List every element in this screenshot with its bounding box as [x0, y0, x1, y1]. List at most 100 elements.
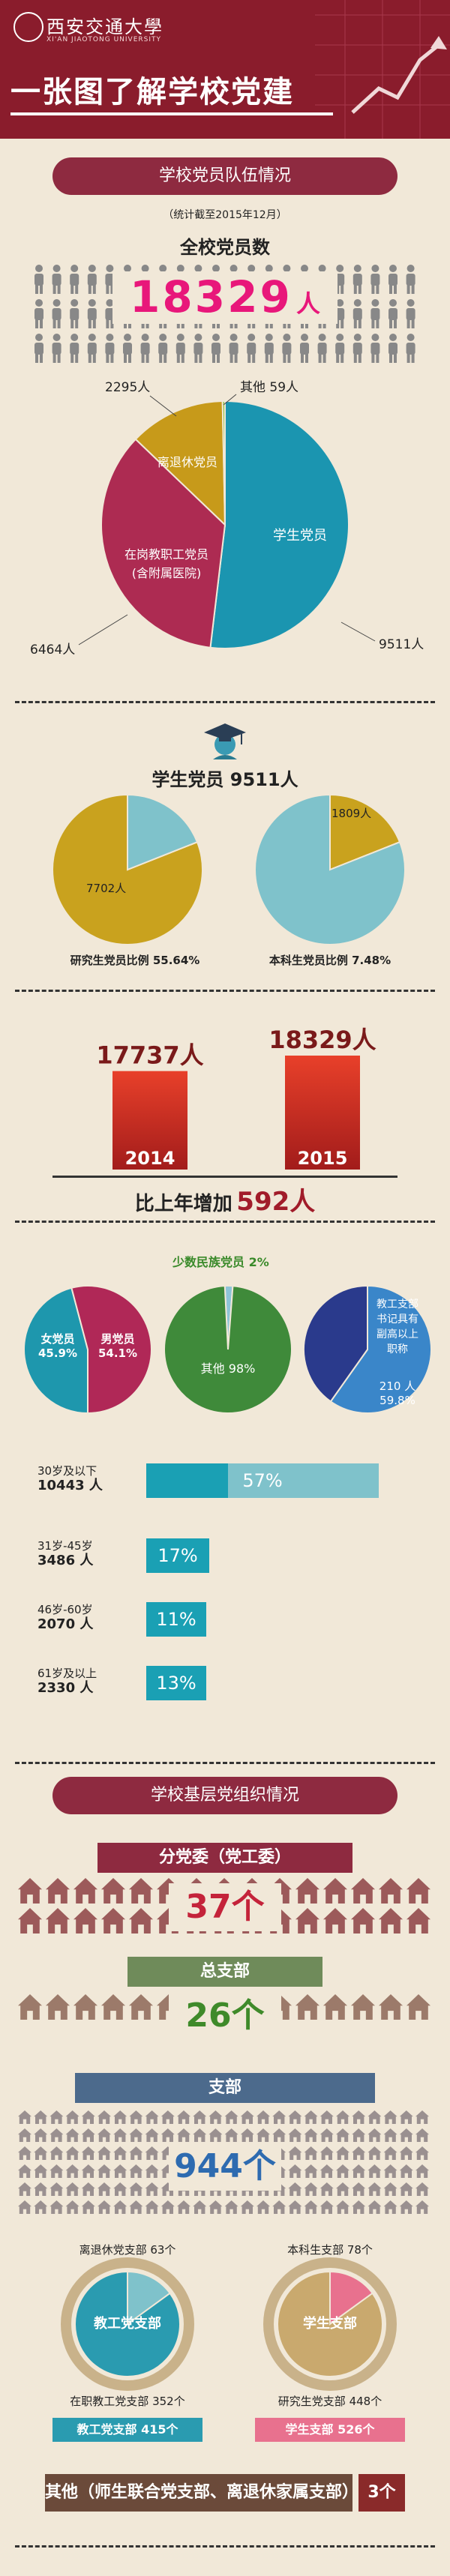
- house-icon: [98, 2200, 111, 2214]
- pie-slice-0: [209, 400, 350, 649]
- house-icon: [288, 2164, 302, 2178]
- house-icon: [145, 2200, 159, 2214]
- pie-slice-1: [100, 438, 226, 648]
- person-icon: [87, 334, 97, 363]
- person-icon: [247, 334, 256, 363]
- student-pie-slice-1: [277, 2270, 383, 2377]
- other-branches-text: 其他（师生联合党支部、离退休家属支部）: [45, 2483, 359, 2502]
- house-icon: [65, 2200, 80, 2214]
- person-icon: [158, 334, 168, 363]
- house-icon: [399, 2200, 413, 2214]
- house-icon: [113, 2200, 128, 2214]
- age-bar-fill: 17%: [146, 1538, 209, 1573]
- house-icon: [320, 2128, 334, 2142]
- grad-pie-slice-1: [127, 793, 199, 871]
- house-icon: [129, 2182, 143, 2196]
- person-icon: [123, 334, 132, 363]
- house-icon: [320, 2182, 334, 2196]
- house-icon: [320, 2200, 334, 2214]
- student-members-heading: 学生党员 9511人: [0, 765, 450, 791]
- house-icon: [81, 2164, 95, 2178]
- house-icon: [368, 2200, 382, 2214]
- student-branch-circle-label: 学生支部: [303, 2316, 357, 2332]
- house-icon: [34, 2164, 48, 2178]
- house-icon: [383, 2182, 398, 2196]
- house-icon: [336, 2128, 350, 2142]
- house-icon: [383, 2110, 398, 2124]
- person-icon: [87, 265, 97, 294]
- house-icon: [34, 2200, 48, 2214]
- house-icon: [368, 2110, 382, 2124]
- person-icon: [229, 334, 238, 363]
- age-range-label: 61岁及以上 2330 人: [38, 1666, 97, 1696]
- ug-inner-label: 1809人: [332, 807, 371, 820]
- person-icon: [87, 299, 97, 328]
- house-icon: [399, 2128, 413, 2142]
- graduate-cap-icon: [204, 723, 246, 759]
- undergrad-branch-label: 本科生支部 78个: [287, 2243, 373, 2257]
- total-members-value-box: 18329 人: [112, 271, 338, 324]
- house-icon: [101, 1878, 125, 1904]
- teacher-branch-total: 教工党支部 415个: [52, 2418, 202, 2442]
- house-icon: [208, 2128, 223, 2142]
- house-icon: [81, 2128, 95, 2142]
- house-icon: [50, 2200, 64, 2214]
- increase-line: 比上年增加 592人: [0, 1181, 450, 1218]
- house-icon: [18, 2182, 32, 2196]
- increase-label: 比上年增加: [134, 1193, 232, 1215]
- active-teacher-branch-label: 在职教工党支部 352个: [70, 2395, 185, 2408]
- house-icon: [224, 2128, 238, 2142]
- house-icon: [101, 1908, 125, 1933]
- person-icon: [70, 265, 80, 294]
- house-icon: [113, 2182, 128, 2196]
- branch-house-icons: [18, 2110, 429, 2214]
- house-icon: [129, 2164, 143, 2178]
- age-count: 2330 人: [38, 1680, 94, 1696]
- teacher-pie-slice-0: [127, 2270, 172, 2326]
- house-icon: [272, 2110, 286, 2124]
- house-icon: [18, 2164, 32, 2178]
- person-icon: [317, 334, 327, 363]
- house-icon: [304, 2128, 318, 2142]
- page-title: 一张图了解学校党建: [10, 75, 294, 109]
- section-title-party-members: 学校党员队伍情况: [52, 157, 398, 195]
- house-icon: [406, 1994, 430, 2020]
- house-icon: [50, 2146, 64, 2160]
- person-icon: [282, 334, 292, 363]
- composition-pies: [23, 1284, 432, 1415]
- person-icon: [52, 265, 62, 294]
- house-icon: [177, 2110, 190, 2124]
- house-icon: [98, 2164, 111, 2178]
- teacher-ring: [61, 2257, 194, 2391]
- house-icon: [379, 1878, 403, 1904]
- cadre-count: 210 人 59.8%: [379, 1379, 416, 1407]
- slice-label-students: 学生党员: [273, 528, 327, 544]
- house-icon: [240, 2128, 254, 2142]
- bar-2015: [285, 1056, 360, 1170]
- person-icon: [212, 334, 220, 363]
- house-icon: [368, 2164, 382, 2178]
- house-icon: [129, 2110, 143, 2124]
- age-range: 61岁及以上: [38, 1667, 98, 1680]
- house-icon: [81, 2110, 95, 2124]
- house-icon: [18, 2110, 32, 2124]
- age-count: 3486 人: [38, 1553, 94, 1568]
- pie-slice-3: [221, 400, 226, 526]
- value-label-students: 9511人: [379, 637, 424, 652]
- value-label-staff: 6464人: [30, 643, 75, 657]
- house-icon: [352, 2110, 366, 2124]
- teacher-branch-circle-label: 教工党支部: [94, 2316, 161, 2332]
- gender-pie-slice-1: [70, 1285, 152, 1415]
- house-icon: [368, 2146, 382, 2160]
- house-icon: [129, 2128, 143, 2142]
- house-icon: [34, 2128, 48, 2142]
- house-icon: [336, 2200, 350, 2214]
- person-icon: [335, 265, 345, 294]
- house-icon: [177, 2200, 190, 2214]
- house-icon: [304, 2200, 318, 2214]
- teacher-pie-slice-1: [74, 2270, 181, 2377]
- age-bar-fill: 13%: [146, 1666, 206, 1700]
- house-icon: [145, 2146, 159, 2160]
- house-icon: [256, 2110, 270, 2124]
- house-icon: [18, 1878, 42, 1904]
